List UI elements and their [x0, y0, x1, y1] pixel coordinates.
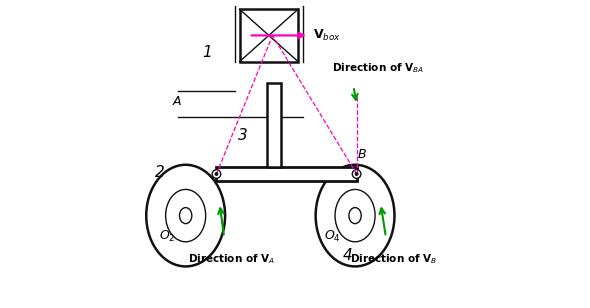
Text: $\mathbf{V}_{box}$: $\mathbf{V}_{box}$	[313, 27, 342, 43]
Text: 1: 1	[202, 45, 212, 60]
Polygon shape	[240, 9, 298, 62]
Ellipse shape	[349, 208, 361, 224]
Text: $O_4$: $O_4$	[323, 229, 340, 244]
Text: Direction of $\mathbf{V}_{BA}$: Direction of $\mathbf{V}_{BA}$	[332, 61, 424, 75]
Text: $A$: $A$	[172, 95, 182, 108]
Text: Direction of $\mathbf{V}_{B}$: Direction of $\mathbf{V}_{B}$	[350, 252, 437, 265]
Circle shape	[215, 173, 218, 175]
Ellipse shape	[179, 208, 192, 224]
Text: 3: 3	[238, 128, 248, 143]
Ellipse shape	[316, 165, 395, 266]
Text: $B$: $B$	[357, 148, 367, 160]
Ellipse shape	[166, 189, 206, 242]
Circle shape	[212, 170, 221, 178]
Text: Direction of $\mathbf{V}_{A}$: Direction of $\mathbf{V}_{A}$	[188, 252, 276, 265]
Text: 2: 2	[155, 165, 165, 180]
Text: 4: 4	[343, 248, 353, 262]
Ellipse shape	[146, 165, 225, 266]
Ellipse shape	[335, 189, 375, 242]
Polygon shape	[217, 167, 356, 181]
Text: $O_2$: $O_2$	[159, 229, 175, 244]
Polygon shape	[267, 83, 281, 167]
Circle shape	[355, 173, 358, 175]
Circle shape	[352, 170, 361, 178]
